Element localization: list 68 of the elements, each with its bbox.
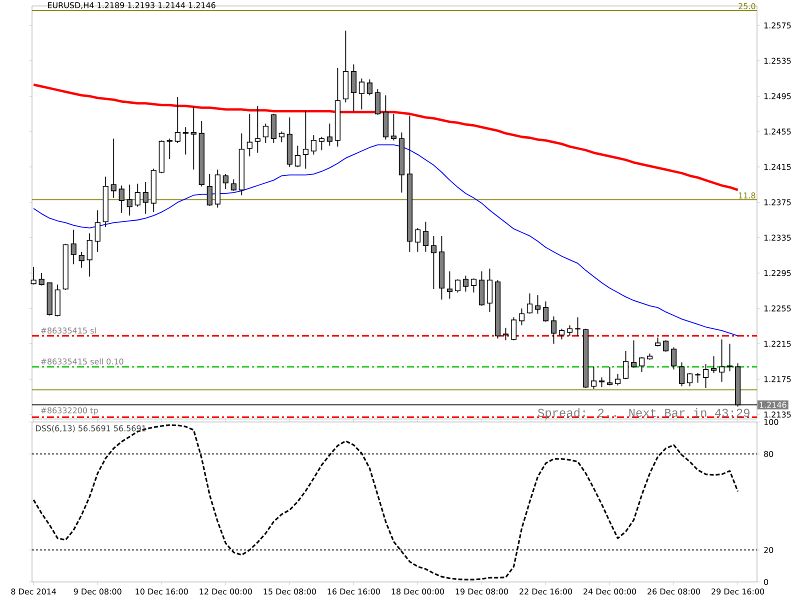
candlestick	[174, 96, 180, 144]
candlestick	[638, 356, 645, 373]
candlestick	[470, 278, 477, 293]
candlestick	[318, 136, 324, 151]
candlestick	[222, 174, 228, 190]
candlestick	[190, 106, 196, 170]
candlestick	[430, 235, 437, 290]
candlestick	[110, 138, 116, 198]
candlestick	[719, 338, 725, 382]
annotation: Spread: 2.. Next Bar in 43:29	[538, 408, 750, 420]
candlestick	[182, 126, 188, 156]
candlestick	[126, 184, 132, 216]
candlestick	[94, 210, 100, 252]
candlestick	[550, 316, 557, 344]
candlestick	[278, 131, 284, 143]
candlestick	[366, 78, 373, 96]
candlestick	[606, 366, 613, 386]
candlestick	[670, 346, 677, 370]
candlestick	[390, 113, 397, 141]
candlestick	[574, 316, 581, 336]
candlestick	[686, 372, 693, 387]
candlestick	[510, 316, 517, 341]
candlestick	[302, 110, 308, 170]
candlestick	[678, 362, 685, 387]
candlestick	[246, 113, 252, 157]
candlestick	[622, 350, 629, 380]
candlestick	[414, 228, 421, 252]
candlestick	[358, 78, 365, 110]
candlestick	[614, 373, 621, 386]
candlestick	[270, 113, 276, 144]
candlestick	[462, 275, 469, 292]
candlestick	[310, 134, 316, 156]
candlestick	[166, 138, 172, 160]
candlestick	[590, 366, 597, 390]
candlestick	[694, 372, 702, 384]
candlestick	[422, 221, 429, 252]
candlestick	[446, 270, 453, 300]
candlestick	[78, 251, 84, 268]
candlestick	[294, 145, 300, 168]
candlestick	[662, 340, 669, 352]
candlestick	[526, 292, 533, 314]
candlestick	[630, 340, 637, 368]
candlestick	[374, 88, 381, 116]
candlestick	[118, 185, 124, 214]
candlestick	[350, 64, 356, 112]
candlestick	[702, 364, 709, 388]
candlestick	[518, 308, 525, 326]
candlestick	[86, 232, 92, 278]
candlestick	[134, 183, 140, 208]
candlestick	[326, 123, 332, 146]
candlestick	[30, 266, 36, 286]
candlestick	[711, 356, 717, 374]
candlestick	[486, 268, 493, 312]
candlestick	[206, 174, 212, 206]
candlestick	[230, 178, 236, 192]
candlestick	[542, 300, 549, 322]
candlestick	[262, 123, 268, 144]
candlestick	[70, 229, 76, 265]
candlestick	[454, 278, 461, 293]
candlestick	[598, 376, 605, 388]
candlestick	[558, 328, 565, 340]
candlestick	[254, 105, 260, 154]
candlestick	[142, 182, 148, 214]
candlestick	[727, 343, 733, 372]
candlestick	[566, 324, 573, 336]
candlestick	[38, 272, 44, 286]
candlestick	[502, 327, 509, 341]
candlestick	[534, 294, 541, 314]
